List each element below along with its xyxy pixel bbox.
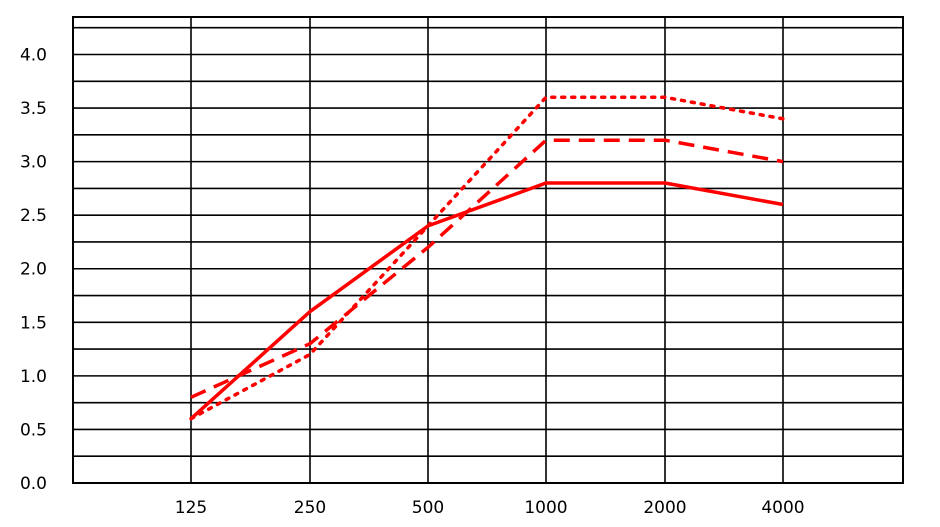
series-group bbox=[189, 95, 785, 421]
dotted-series-line bbox=[189, 95, 785, 421]
y-tick-label: 2.0 bbox=[20, 260, 47, 280]
dashed-series-line bbox=[190, 138, 784, 399]
y-tick-label: 3.5 bbox=[20, 99, 47, 119]
x-tick-label: 1000 bbox=[524, 498, 567, 518]
x-axis-tick-labels: 125 250 500 1000 2000 4000 bbox=[175, 498, 805, 518]
y-tick-label: 3.0 bbox=[20, 153, 47, 173]
x-tick-label: 4000 bbox=[761, 498, 804, 518]
y-axis-tick-labels: 0.0 0.5 1.0 1.5 2.0 2.5 3.0 3.5 4.0 bbox=[20, 45, 47, 494]
x-tick-label: 250 bbox=[294, 498, 326, 518]
x-tick-label: 125 bbox=[175, 498, 207, 518]
y-tick-label: 4.0 bbox=[20, 45, 47, 65]
plot-frame bbox=[72, 16, 904, 484]
x-tick-label: 2000 bbox=[643, 498, 686, 518]
grid bbox=[73, 17, 903, 483]
y-tick-label: 0.5 bbox=[20, 420, 47, 440]
x-tick-label: 500 bbox=[412, 498, 444, 518]
y-tick-label: 0.0 bbox=[20, 474, 47, 494]
y-tick-label: 1.0 bbox=[20, 367, 47, 387]
solid-series-line bbox=[189, 181, 784, 421]
y-tick-label: 2.5 bbox=[20, 206, 47, 226]
y-tick-label: 1.5 bbox=[20, 313, 47, 333]
